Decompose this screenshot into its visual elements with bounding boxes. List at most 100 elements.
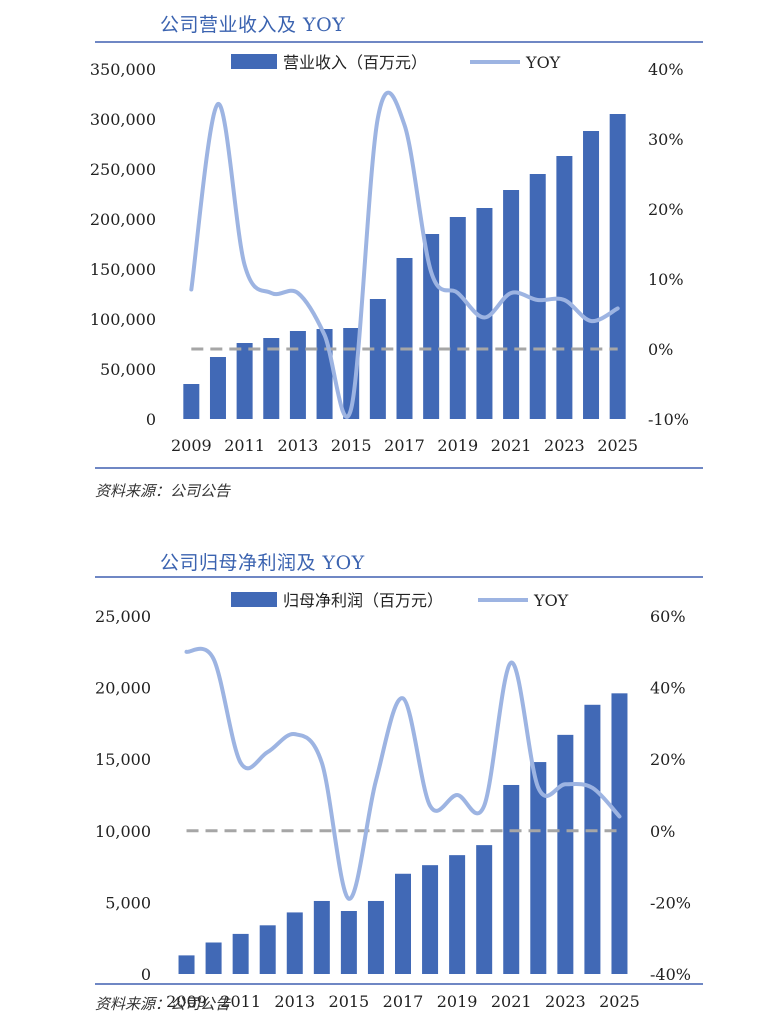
bar-2014 xyxy=(316,329,333,419)
bar-2016 xyxy=(367,900,384,974)
yoy-point-2025 xyxy=(616,306,620,310)
yoy-point-2009 xyxy=(189,288,193,292)
y-right-tick-label: 30% xyxy=(648,130,684,149)
bar-2019 xyxy=(449,217,466,419)
chart-title: 公司归母净利润及 YOY xyxy=(160,552,365,574)
net-profit-yoy-chart: 0 5,000 10,000 15,000 20,000 25,000 -40% -20% 0%… xyxy=(95,591,691,1011)
yoy-point-2013 xyxy=(296,291,300,295)
yoy-point-2017 xyxy=(403,123,407,127)
revenue-chart-panel: 公司营业收入及 YOY 0 50,000 100,000 150,000 200,000… xyxy=(0,0,780,510)
x-tick-label: 2025 xyxy=(597,436,638,455)
bar-2020 xyxy=(476,208,493,419)
legend-line-label: YOY xyxy=(525,53,561,72)
yoy-point-2021 xyxy=(509,291,513,295)
y-right-tick-label: 20% xyxy=(650,750,686,769)
yoy-point-2015 xyxy=(347,897,351,901)
y-left-tick-label: 0 xyxy=(146,410,156,429)
y-right-tick-label: 40% xyxy=(650,679,686,698)
title-rule xyxy=(95,576,703,578)
x-tick-label: 2011 xyxy=(220,992,261,1011)
bar-2015 xyxy=(340,910,357,974)
y-right-tick-label: -10% xyxy=(648,410,689,429)
bar-2025 xyxy=(609,114,626,419)
yoy-point-2018 xyxy=(428,804,432,808)
bar-2025 xyxy=(611,693,628,974)
bar-2019 xyxy=(449,855,466,974)
x-tick-label: 2009 xyxy=(166,992,207,1011)
y-left-tick-label: 200,000 xyxy=(90,210,156,229)
y-right-tick-label: 0% xyxy=(650,822,675,841)
bar-2012 xyxy=(259,925,276,974)
yoy-point-2017 xyxy=(401,696,405,700)
y-left-tick-label: 15,000 xyxy=(95,750,151,769)
bar-2023 xyxy=(557,734,574,974)
x-tick-label: 2023 xyxy=(544,436,585,455)
y-left-tick-label: 25,000 xyxy=(95,607,151,626)
x-tick-label: 2013 xyxy=(278,436,319,455)
yoy-point-2010 xyxy=(212,657,216,661)
bar-2013 xyxy=(286,912,303,974)
y-right-tick-label: 0% xyxy=(648,340,673,359)
bar-2017 xyxy=(396,258,413,419)
y-right-tick-label: 40% xyxy=(648,60,684,79)
bar-2021 xyxy=(503,784,520,974)
yoy-point-2025 xyxy=(617,814,621,818)
bar-2011 xyxy=(236,343,253,419)
yoy-point-2014 xyxy=(320,761,324,765)
x-tick-label: 2017 xyxy=(384,436,425,455)
bar-2024 xyxy=(584,704,601,974)
yoy-point-2013 xyxy=(293,732,297,736)
yoy-point-2012 xyxy=(269,291,273,295)
yoy-point-2019 xyxy=(455,793,459,797)
x-tick-label: 2021 xyxy=(491,436,532,455)
legend-bar-label: 营业收入（百万元） xyxy=(283,53,427,72)
yoy-point-2020 xyxy=(482,316,486,320)
y-left-tick-label: 250,000 xyxy=(90,160,156,179)
x-tick-label: 2013 xyxy=(274,992,315,1011)
bar-2017 xyxy=(395,873,411,974)
x-tick-label: 2019 xyxy=(437,436,478,455)
bar-2011 xyxy=(232,933,249,974)
yoy-point-2016 xyxy=(376,116,380,120)
yoy-point-2010 xyxy=(216,102,220,106)
bottom-rule xyxy=(95,983,703,985)
yoy-point-2023 xyxy=(562,298,566,302)
legend-bar-swatch xyxy=(231,592,277,607)
y-left-tick-label: 350,000 xyxy=(90,60,156,79)
legend: 营业收入（百万元） YOY xyxy=(231,53,561,72)
x-tick-label: 2015 xyxy=(329,992,370,1011)
y-right-tick-label: 20% xyxy=(648,200,684,219)
x-tick-label: 2025 xyxy=(599,992,640,1011)
y-left-tick-label: 10,000 xyxy=(95,822,151,841)
bar-2009 xyxy=(183,384,200,419)
y-left-tick-label: 150,000 xyxy=(90,260,156,279)
bar-2013 xyxy=(289,331,306,419)
bar-2020 xyxy=(476,845,493,974)
yoy-line xyxy=(189,90,620,419)
legend-bar-label: 归母净利润（百万元） xyxy=(283,591,443,610)
yoy-point-2021 xyxy=(509,661,513,665)
y-left-tick-label: 100,000 xyxy=(90,310,156,329)
net-profit-chart-panel: 公司归母净利润及 YOY 0 5,000 10,000 15,000 20,000 25,… xyxy=(0,540,780,1036)
source-note: 资料来源：公司公告 xyxy=(95,995,231,1013)
revenue-yoy-chart: 0 50,000 100,000 150,000 200,000 250,000 300,0… xyxy=(90,53,689,455)
bar-2022 xyxy=(530,762,547,974)
yoy-point-2009 xyxy=(185,650,189,654)
yoy-point-2012 xyxy=(266,750,270,754)
bar-2021 xyxy=(503,190,520,419)
yoy-point-2015 xyxy=(349,407,353,411)
y-right-tick-label: 10% xyxy=(648,270,684,289)
yoy-point-2024 xyxy=(589,319,593,323)
legend-line-label: YOY xyxy=(533,591,569,610)
yoy-point-2024 xyxy=(590,786,594,790)
legend: 归母净利润（百万元） YOY xyxy=(231,591,569,610)
yoy-point-2022 xyxy=(536,298,540,302)
yoy-point-2023 xyxy=(563,782,567,786)
bar-2009 xyxy=(178,955,195,974)
y-left-tick-label: 300,000 xyxy=(90,110,156,129)
yoy-point-2022 xyxy=(536,786,540,790)
yoy-point-2014 xyxy=(323,333,327,337)
yoy-point-2011 xyxy=(239,761,243,765)
bar-2018 xyxy=(423,234,440,419)
yoy-point-2018 xyxy=(429,270,433,274)
